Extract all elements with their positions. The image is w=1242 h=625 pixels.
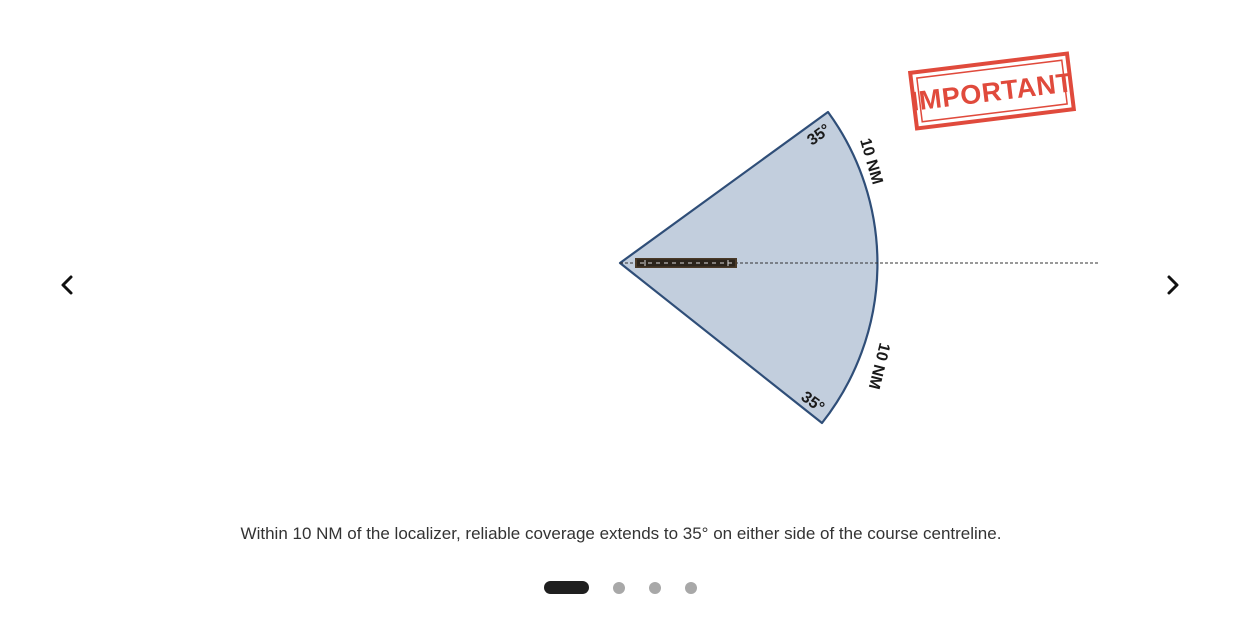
slide-caption: Within 10 NM of the localizer, reliable … bbox=[240, 524, 1002, 543]
localizer-coverage-diagram: 35° 35° 10 NM 10 NM IMPORTANT bbox=[618, 51, 1098, 425]
chevron-left-icon bbox=[61, 275, 73, 295]
important-stamp-text: IMPORTANT bbox=[909, 67, 1074, 117]
pagination-dot-1[interactable] bbox=[544, 581, 589, 594]
carousel-next-button[interactable] bbox=[1155, 268, 1189, 302]
runway bbox=[635, 258, 737, 268]
pagination-dot-2[interactable] bbox=[613, 582, 625, 594]
bottom-range-label: 10 NM bbox=[865, 341, 893, 391]
pagination-dot-4[interactable] bbox=[685, 582, 697, 594]
pagination-dots bbox=[0, 581, 1242, 595]
important-stamp: IMPORTANT bbox=[907, 51, 1077, 131]
chevron-right-icon bbox=[1167, 275, 1179, 295]
carousel-prev-button[interactable] bbox=[51, 268, 85, 302]
pagination-dot-3[interactable] bbox=[649, 582, 661, 594]
coverage-sector bbox=[618, 110, 879, 425]
